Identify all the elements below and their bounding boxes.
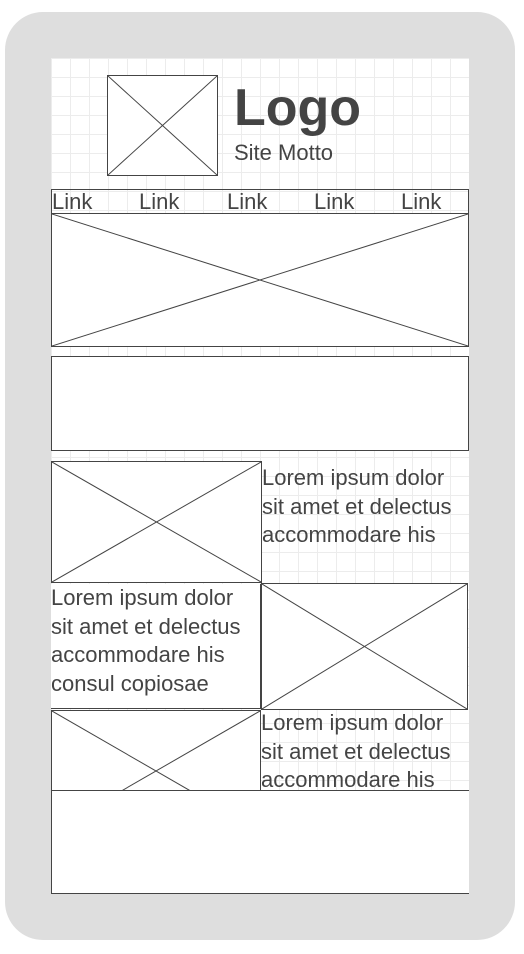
nav-link-5[interactable]: Link xyxy=(401,189,442,214)
row2-text-line-2: sit amet et delectus xyxy=(51,613,241,639)
row2-text: Lorem ipsum dolor sit amet et delectus a… xyxy=(51,584,261,709)
footer-box xyxy=(51,790,469,894)
row2-text-line-1: Lorem ipsum dolor xyxy=(51,585,234,610)
nav-link-4[interactable]: Link xyxy=(314,189,355,214)
row2-text-line-4: consul copiosae xyxy=(51,670,209,696)
nav-link-1[interactable]: Link xyxy=(52,189,93,214)
row1-text-line-2: sit amet et delectus xyxy=(262,493,452,519)
row3-text-line-2: sit amet et delectus xyxy=(261,738,451,764)
logo-image-placeholder xyxy=(107,75,218,176)
nav-link-2[interactable]: Link xyxy=(139,189,180,214)
content-box xyxy=(51,356,469,451)
row3-text: Lorem ipsum dolor sit amet et delectus a… xyxy=(261,709,451,795)
nav-bar: Link Link Link Link Link xyxy=(51,189,469,214)
nav-link-3[interactable]: Link xyxy=(227,189,268,214)
row3-text-line-3: accommodare his xyxy=(261,767,435,792)
row2-text-line-3: accommodare his xyxy=(51,642,225,667)
row3-text-line-1: Lorem ipsum dolor xyxy=(261,710,444,735)
row1-image-placeholder xyxy=(51,461,262,583)
row1-text-line-1: Lorem ipsum dolor xyxy=(262,465,445,490)
hero-image-placeholder xyxy=(51,213,469,347)
logo-text[interactable]: Logo xyxy=(234,79,362,137)
row1-text-line-3: accommodare his xyxy=(262,522,436,547)
row1-text: Lorem ipsum dolor sit amet et delectus a… xyxy=(262,464,452,550)
site-motto: Site Motto xyxy=(234,140,334,165)
mobile-screen: Logo Site Motto Link Link Link Link Link… xyxy=(51,58,469,894)
row2-image-placeholder xyxy=(261,583,468,710)
